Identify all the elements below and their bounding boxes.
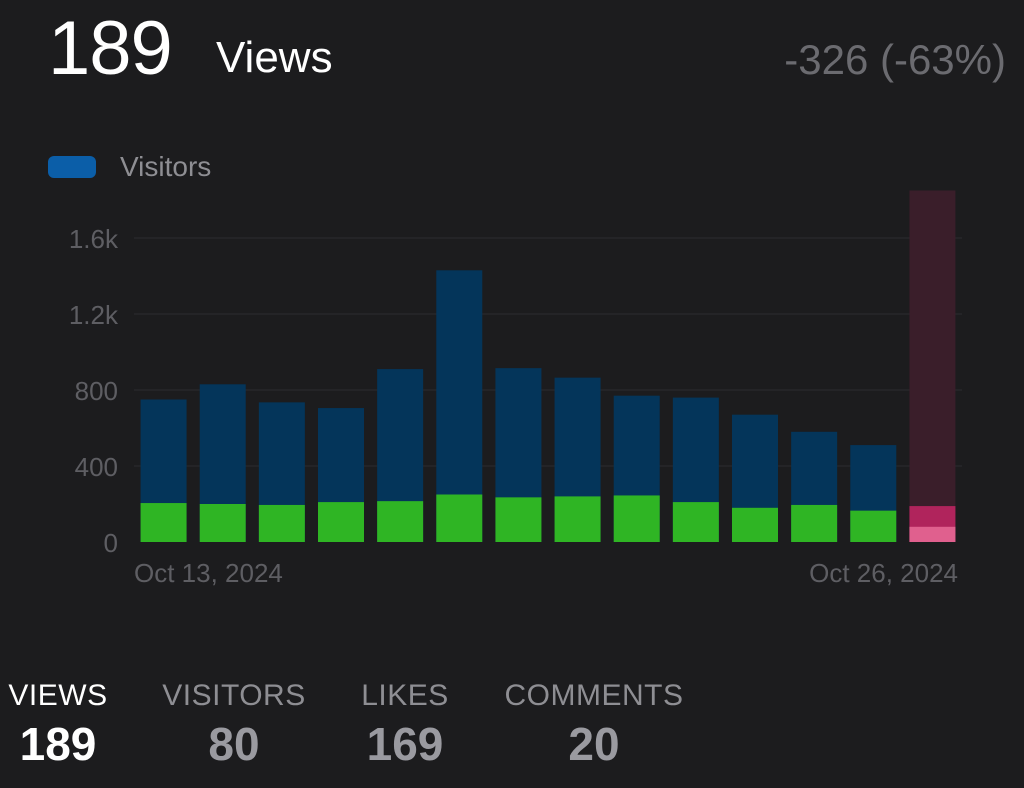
bar-group[interactable] [850,445,897,542]
bar-group[interactable] [495,368,542,542]
chart-bars[interactable] [140,190,956,543]
bar-visitors [791,504,838,542]
stat-label: VIEWS [8,679,108,712]
bar-visitors [613,495,660,542]
x-axis: Oct 13, 2024 Oct 26, 2024 [134,558,958,588]
bar-visitors [850,510,897,542]
bar-group[interactable] [140,399,187,543]
bar-group[interactable] [672,397,719,542]
bar-group[interactable] [554,377,601,542]
bar-group[interactable] [318,408,364,542]
bar-visitors [909,526,956,542]
bar-group[interactable] [909,190,956,543]
stat-tab-visitors[interactable]: VISITORS 80 [156,676,312,772]
summary-header: 189 Views -326 (-63%) [48,6,1006,96]
y-tick-label: 1.2k [69,300,119,330]
bar-group[interactable] [258,402,305,542]
y-tick-label: 800 [75,376,118,406]
stat-value: 169 [366,718,444,770]
x-tick-label: Oct 26, 2024 [809,558,958,588]
bar-visitors [199,504,246,542]
bar-group[interactable] [791,431,838,542]
bar-visitors [436,494,483,542]
y-tick-label: 0 [104,528,118,558]
bar-visitors [672,502,719,542]
bar-group[interactable] [613,395,660,542]
bar-visitors [732,507,778,542]
bar-visitors [258,504,305,542]
chart-gridlines [134,237,962,467]
legend-label-visitors: Visitors [120,151,211,182]
stat-label: LIKES [361,679,449,712]
y-tick-label: 1.6k [69,224,119,254]
bar-visitors [495,497,542,542]
bar-visitors [554,496,601,542]
x-tick-label: Oct 13, 2024 [134,558,283,588]
y-axis: 0 400 800 1.2k 1.6k [69,224,119,558]
legend-swatch-visitors [48,156,96,178]
bar-visitors [140,503,187,542]
chart-legend: Visitors [48,151,211,182]
stat-tab-comments[interactable]: COMMENTS 20 [496,676,692,772]
stat-tab-likes[interactable]: LIKES 169 [354,676,456,772]
y-tick-label: 400 [75,452,118,482]
stat-tab-views[interactable]: VIEWS 189 [0,676,116,772]
stat-label: VISITORS [162,679,306,712]
total-views-label: Views [216,33,333,82]
bar-group[interactable] [732,414,778,542]
bar-visitors [318,502,364,542]
stats-tabs: VIEWS 189 VISITORS 80 LIKES 169 COMMENTS… [0,676,1024,788]
bar-group[interactable] [436,270,483,542]
stat-label: COMMENTS [504,679,684,712]
bar-group[interactable] [199,384,246,542]
stat-value: 20 [568,718,620,770]
selected-bar-highlight [909,190,956,542]
bar-group[interactable] [377,369,424,542]
total-views-count: 189 [48,6,173,91]
stat-value: 189 [19,718,97,770]
stat-value: 80 [208,718,260,770]
views-change-indicator: -326 (-63%) [784,36,1006,83]
bar-visitors [377,501,424,542]
